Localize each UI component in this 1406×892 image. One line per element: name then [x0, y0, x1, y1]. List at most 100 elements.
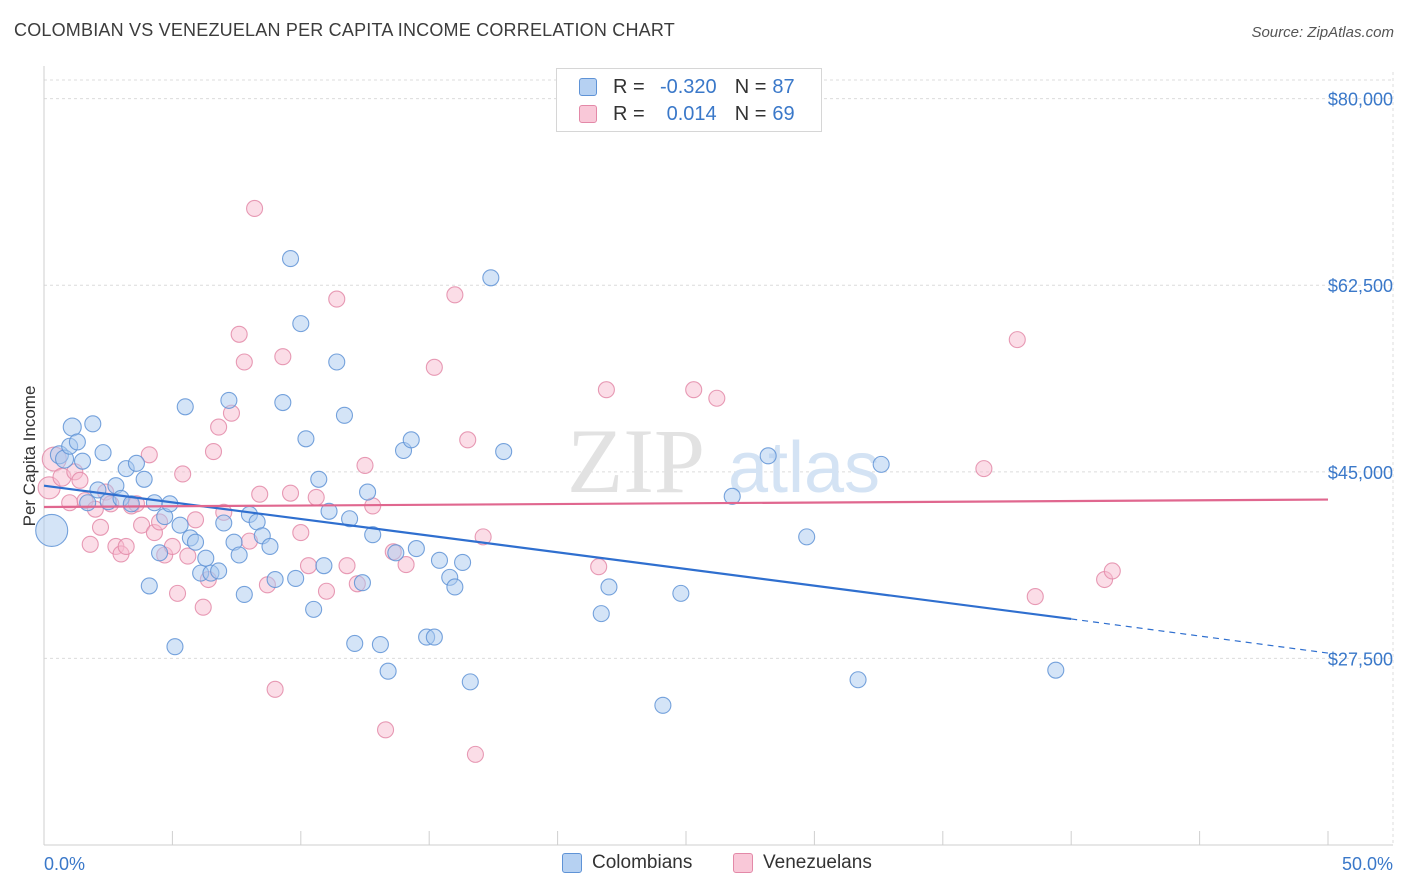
venezuelans-point-41	[281, 484, 300, 502]
colombians-point-63	[407, 540, 425, 558]
colombians-point-48	[310, 470, 328, 488]
series-swatch-colombians	[562, 853, 582, 873]
colombians-point-69	[454, 553, 472, 572]
colombians-point-4	[62, 417, 82, 437]
venezuelans-point-29	[204, 443, 223, 461]
colombians-point-66	[430, 551, 449, 569]
correlation-legend: R = -0.320 N = 87 R = 0.014 N = 69	[556, 68, 822, 132]
legend-n-label: N =	[734, 102, 767, 125]
colombians-point-72	[495, 443, 513, 461]
colombians-point-77	[723, 487, 741, 505]
axes	[43, 66, 1393, 846]
y-axis-label: Per Capita Income	[20, 386, 39, 527]
gridlines	[44, 72, 1394, 845]
colombians-point-65	[425, 628, 443, 646]
colombians-point-70	[461, 673, 479, 691]
colombians-point-53	[341, 510, 359, 528]
venezuelans-point-56	[459, 431, 477, 449]
venezuelans-point-14	[117, 537, 135, 556]
venezuelans-point-40	[274, 348, 292, 366]
colombians-point-60	[387, 544, 405, 562]
venezuelans-point-27	[194, 598, 212, 616]
colombians-point-75	[654, 696, 672, 714]
legend-row-venezuelans: R = 0.014 N = 69	[579, 102, 802, 126]
legend-n-label: N =	[734, 75, 767, 98]
venezuelans-point-57	[466, 745, 484, 763]
y-tick-label-2: $62,500	[1328, 276, 1393, 296]
y-tick-label-3: $80,000	[1328, 90, 1393, 110]
colombians-point-33	[220, 391, 238, 409]
venezuelans-point-33	[230, 325, 248, 343]
venezuelans-point-67	[1103, 562, 1121, 580]
venezuelans-point-61	[685, 381, 703, 399]
colombians-point-42	[274, 393, 292, 412]
series-legend: Colombians Venezuelans	[0, 852, 1406, 878]
colombians-point-71	[482, 269, 500, 287]
venezuelans-point-25	[179, 547, 197, 565]
venezuelans-point-43	[299, 557, 318, 575]
colombians-point-51	[328, 353, 346, 371]
source-credit: Source: ZipAtlas.com	[1251, 24, 1394, 41]
legend-n-value: 87	[772, 75, 795, 98]
venezuelans-point-49	[356, 456, 374, 474]
venezuelans-point-39	[266, 680, 284, 698]
colombians-point-49	[315, 557, 333, 575]
colombians-point-46	[297, 430, 315, 448]
legend-swatch-colombians	[579, 78, 597, 96]
colombians-point-8	[84, 415, 102, 433]
venezuelans-point-59	[590, 558, 608, 576]
colombians-point-80	[849, 671, 867, 689]
colombians-point-16	[127, 454, 145, 472]
series-legend-colombians[interactable]: Colombians	[562, 852, 692, 874]
colombians-point-19	[145, 494, 163, 512]
venezuelans-point-62	[708, 389, 726, 407]
venezuelans-point-23	[168, 584, 187, 602]
series-label-venezuelans: Venezuelans	[763, 852, 872, 873]
colombians-point-50	[320, 502, 338, 520]
venezuelans-point-7	[81, 535, 99, 553]
legend-swatch-venezuelans	[579, 105, 597, 123]
colombians-trend-line	[43, 484, 1072, 621]
colombians-point-68	[446, 578, 464, 596]
colombians-point-44	[287, 569, 305, 587]
venezuelans-point-45	[317, 582, 336, 600]
chart-title: COLOMBIAN VS VENEZUELAN PER CAPITA INCOM…	[14, 20, 675, 40]
colombians-point-18	[140, 577, 158, 595]
colombians-point-41	[266, 570, 284, 589]
venezuelans-point-24	[174, 465, 192, 483]
colombians-point-47	[305, 600, 323, 618]
colombians-point-32	[215, 514, 233, 532]
y-tick-label-0: $27,500	[1328, 649, 1393, 669]
legend-r-label: R =	[613, 75, 645, 98]
colombians-point-59	[379, 662, 397, 680]
colombians-point-74	[600, 578, 618, 596]
legend-r-label: R =	[613, 102, 645, 125]
colombians-point-56	[359, 483, 377, 501]
colombians-point-35	[230, 546, 248, 564]
colombians-point-82	[1047, 661, 1065, 679]
venezuelans-point-3	[61, 494, 79, 512]
watermark-atlas: atlas	[728, 428, 880, 508]
legend-n-value: 69	[772, 102, 795, 125]
colombians-point-57	[364, 526, 382, 544]
colombians-point-20	[151, 544, 169, 562]
venezuelans-point-63	[975, 460, 993, 478]
colombians-point-7	[79, 494, 97, 512]
venezuelans-point-47	[338, 557, 356, 575]
x-tick-labels: 0.0% 50.0%	[44, 854, 1393, 874]
watermark-zip: ZIP	[567, 410, 705, 512]
colombians-point-36	[235, 585, 253, 603]
colombians-point-81	[872, 455, 890, 473]
colombians-point-27	[186, 533, 205, 551]
colombians-point-25	[176, 398, 194, 416]
venezuelans-point-18	[140, 446, 158, 464]
colombians-point-0	[35, 513, 69, 548]
series-label-colombians: Colombians	[592, 852, 693, 873]
colombians-point-40	[261, 537, 279, 556]
colombians-point-31	[210, 562, 228, 580]
series-legend-venezuelans[interactable]: Venezuelans	[733, 852, 872, 874]
venezuelans-point-60	[597, 381, 615, 399]
colombians-point-73	[592, 605, 610, 623]
colombians-points	[35, 250, 1065, 714]
